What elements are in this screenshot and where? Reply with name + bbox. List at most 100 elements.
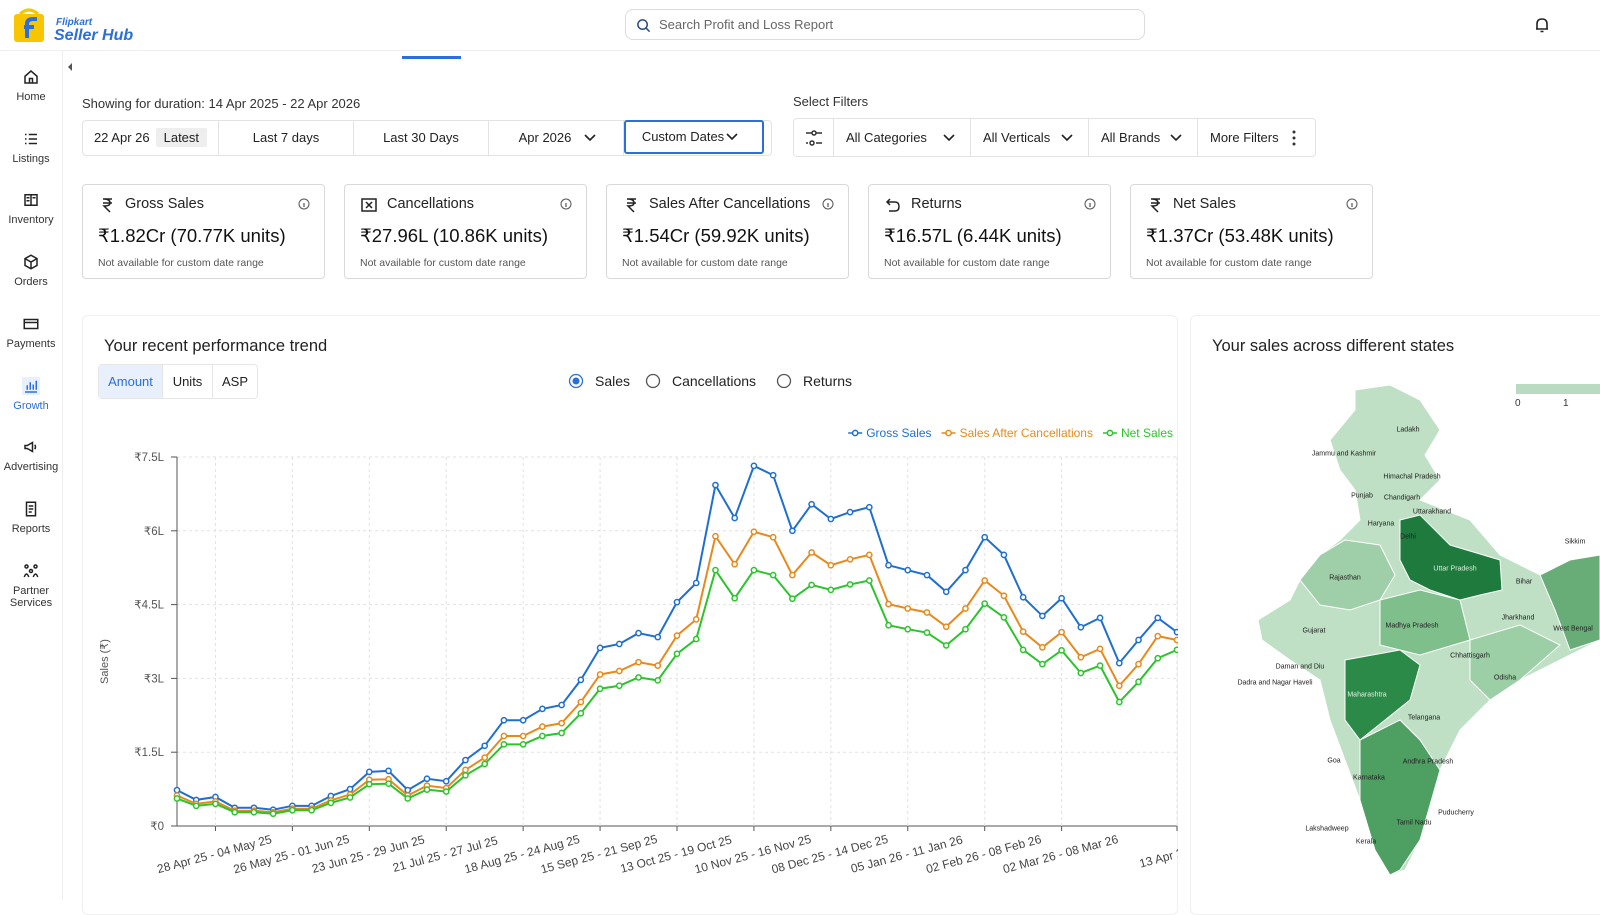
collapse-arrow[interactable] [66,62,74,72]
toggle-button[interactable]: ASP [221,374,248,389]
data-point [346,785,354,793]
chevron-line [1170,134,1182,142]
data-point [981,600,989,607]
info-icon[interactable] [1346,198,1358,210]
filter-label: All Categories [846,130,927,145]
nav-item[interactable]: Partner Services [0,562,62,609]
radio-button[interactable] [568,373,584,389]
nav-item[interactable]: Inventory [0,191,62,226]
radio-dot [572,377,580,385]
data-point [500,732,508,740]
date-tab[interactable]: Apr 2026 [489,121,624,155]
info-icon[interactable] [822,198,834,210]
filter-dropdown[interactable]: All Brands [1089,119,1198,156]
kpi-card: Sales After Cancellations ₹1.54Cr (59.92K… [606,184,849,279]
legend-label: Gross Sales [866,426,931,440]
data-point [1039,644,1046,651]
radio-label: Cancellations [672,373,757,389]
data-point [865,551,873,559]
radio-button[interactable] [776,373,792,389]
data-point [269,810,277,818]
filter-dropdown[interactable]: More Filters [1198,119,1317,156]
data-point [962,566,969,574]
nav-item[interactable]: Reports [0,500,62,535]
filter-dropdown[interactable]: All Categories [834,119,971,156]
nav-icon-shape [23,563,39,577]
data-point [942,623,950,631]
toggle-button[interactable]: Amount [99,365,163,398]
state-label: Rajasthan [1329,574,1361,582]
tab-label: Last 7 days [252,130,320,145]
card-value: ₹1.54Cr (59.92K units) [622,225,810,246]
info-icon[interactable] [298,198,310,210]
nav-item[interactable]: Payments [0,315,62,350]
legend-item[interactable]: Gross Sales [848,426,932,440]
data-point [750,528,758,536]
nav-icon-shape [25,133,37,144]
active-tab-underline [402,56,461,59]
legend-item[interactable]: Sales After Cancellations [941,426,1093,440]
data-point [1039,660,1046,668]
state-label: Chandigarh [1383,494,1421,502]
data-point [654,662,662,669]
date-tab[interactable]: Last 7 days [219,121,354,155]
data-point [1096,645,1104,653]
data-point [962,605,969,612]
state-label: Tamil Nadu [1396,819,1432,827]
date-tab[interactable]: Custom Dates [624,120,764,154]
nav-item[interactable]: Advertising [0,438,62,473]
tab-latest[interactable]: 22 Apr 26 Latest [83,121,219,155]
data-point [577,676,585,684]
card-icon [885,198,900,212]
state-label: Goa [1327,757,1341,765]
data-point [789,571,796,579]
filter-icon-box[interactable] [794,119,834,156]
data-point [885,561,892,569]
data-point [365,768,373,776]
nav-label: Inventory [8,214,54,227]
info-icon[interactable] [560,198,572,210]
nav-item[interactable]: Home [0,68,62,103]
element [68,63,72,71]
data-point [173,786,181,794]
element [645,27,651,33]
nav-item[interactable]: Listings [0,130,62,165]
date-tab[interactable]: Last 30 Days [354,121,489,155]
filter-dropdown[interactable]: All Verticals [971,119,1089,156]
notification-bell[interactable] [1533,16,1551,34]
state-label: Telangana [1407,714,1441,722]
card-note: Not available for custom date range [98,257,264,269]
data-point [1019,628,1027,636]
info-icon[interactable] [1084,198,1096,210]
toggle-group: Amount Units ASP [98,364,258,399]
toggle-button[interactable]: Units [163,365,213,398]
data-point [558,729,565,737]
data-point [673,650,681,658]
trend-title: Your recent performance trend [104,337,328,355]
data-point [923,629,931,636]
radio-button[interactable] [645,373,661,389]
chevron [584,134,596,142]
data-point [1058,594,1065,602]
y-tick-label: ₹6L [144,526,165,538]
nav-item[interactable]: Growth [0,376,62,412]
card-value: ₹27.96L (10.86K units) [360,225,548,246]
data-point [462,756,469,764]
chevron [943,134,955,142]
nav-label: Growth [13,399,49,412]
nav-label: Partner Services [9,584,53,609]
data-point [673,598,681,606]
nav-label: Advertising [3,461,59,474]
data-point [712,481,719,489]
data-point [462,766,469,774]
state-label: Karnataka [1353,774,1385,782]
data-point [808,581,815,589]
date-tabs: 22 Apr 26 Latest Last 7 days Last 30 Days Ap… [82,120,772,156]
search-box[interactable]: Search Profit and Loss Report [625,9,1145,40]
card-title: Gross Sales [125,196,204,212]
nav-item[interactable]: Orders [0,253,62,288]
logo-top: Flipkart [56,17,93,28]
data-point [192,802,200,810]
legend-item[interactable]: Net Sales [1102,426,1173,440]
